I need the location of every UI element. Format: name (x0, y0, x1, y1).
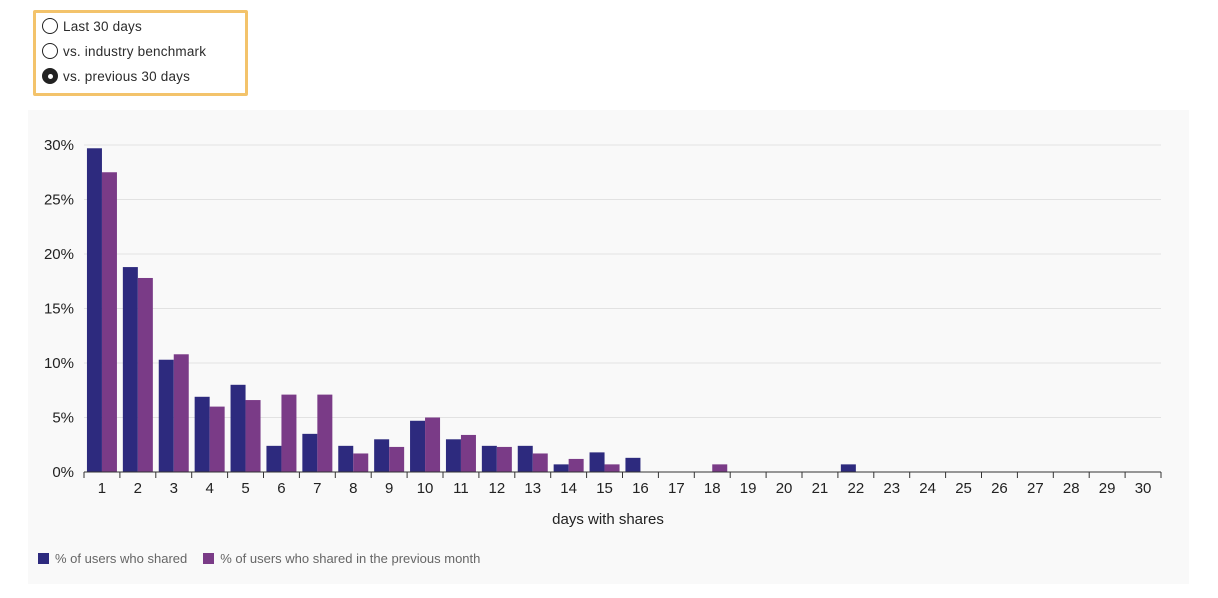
bar-current[interactable] (194, 396, 210, 472)
bar-current[interactable] (625, 457, 641, 472)
x-tick-label: 16 (632, 480, 649, 497)
x-tick-label: 27 (1027, 480, 1044, 497)
bar-previous[interactable] (101, 172, 117, 472)
x-tick-label: 14 (560, 480, 577, 497)
x-tick-label: 15 (596, 480, 613, 497)
bar-previous[interactable] (281, 394, 297, 472)
y-tick-label: 30% (44, 137, 74, 154)
y-tick-label: 10% (44, 355, 74, 372)
bar-current[interactable] (302, 433, 318, 472)
bar-current[interactable] (840, 464, 856, 472)
x-tick-label: 21 (812, 480, 829, 497)
x-tick-label: 20 (776, 480, 793, 497)
x-tick-label: 25 (955, 480, 972, 497)
x-tick-label: 22 (848, 480, 865, 497)
bar-current[interactable] (553, 464, 569, 472)
gridlines (84, 144, 1161, 418)
x-tick-label: 26 (991, 480, 1008, 497)
bar-previous[interactable] (209, 406, 225, 472)
y-tick-label: 20% (44, 246, 74, 263)
bar-current[interactable] (122, 267, 138, 472)
x-tick-label: 9 (385, 480, 393, 497)
x-tick-label: 13 (524, 480, 541, 497)
bar-previous[interactable] (425, 417, 441, 473)
bars (86, 148, 856, 473)
bar-current[interactable] (86, 148, 102, 472)
radio-button-icon[interactable] (42, 18, 58, 34)
legend-item-current[interactable]: % of users who shared (38, 551, 187, 566)
legend-label: % of users who shared (55, 551, 188, 566)
x-tick-label: 7 (313, 480, 321, 497)
x-axis: 1 2 3 4 5 6 7 8 9 10 11 12 13 14 15 16 17 18 19 20 21 22 23 24 2… (83, 471, 1162, 497)
bar-previous[interactable] (245, 400, 261, 472)
x-tick-label: 3 (170, 480, 178, 497)
x-tick-label: 8 (349, 480, 357, 497)
bar-current[interactable] (589, 452, 605, 472)
y-tick-label: 25% (44, 192, 74, 209)
x-axis-title: days with shares (552, 511, 664, 528)
y-axis: 0% 5% 10% 15% 20% 25% 30% (44, 137, 74, 481)
bar-previous[interactable] (173, 354, 189, 472)
legend-swatch (203, 553, 215, 564)
x-tick-label: 28 (1063, 480, 1080, 497)
y-tick-label: 15% (44, 301, 74, 318)
bar-current[interactable] (230, 384, 246, 472)
bar-previous[interactable] (604, 464, 620, 472)
x-tick-label: 23 (883, 480, 900, 497)
bar-previous[interactable] (317, 394, 333, 472)
x-tick-label: 4 (205, 480, 213, 497)
x-tick-label: 2 (134, 480, 142, 497)
bar-current[interactable] (338, 445, 354, 472)
legend-item-previous[interactable]: % of users who shared in the previous mo… (203, 551, 480, 566)
y-tick-label: 0% (52, 464, 74, 481)
x-tick-label: 5 (241, 480, 249, 497)
radio-label: Last 30 days (63, 18, 142, 34)
bar-current[interactable] (374, 439, 390, 472)
x-tick-label: 11 (453, 480, 469, 497)
x-tick-label: 30 (1135, 480, 1152, 497)
radio-industry-benchmark[interactable]: vs. industry benchmark (42, 43, 206, 59)
x-tick-label: 10 (417, 480, 434, 497)
x-tick-label: 29 (1099, 480, 1116, 497)
legend-label: % of users who shared in the previous mo… (220, 551, 481, 566)
bar-current[interactable] (445, 439, 461, 472)
radio-last-30-days[interactable]: Last 30 days (42, 18, 142, 34)
bar-previous[interactable] (137, 277, 153, 472)
bar-previous[interactable] (532, 453, 548, 472)
radio-button-icon[interactable] (42, 43, 58, 59)
chart-panel (28, 110, 1189, 584)
x-tick-label: 18 (704, 480, 721, 497)
bar-current[interactable] (158, 359, 174, 472)
bar-current[interactable] (266, 445, 282, 472)
y-tick-label: 5% (52, 410, 74, 427)
x-tick-label: 17 (668, 480, 685, 497)
bar-previous[interactable] (389, 446, 405, 472)
x-tick-label: 6 (277, 480, 285, 497)
radio-previous-30-days[interactable]: vs. previous 30 days (42, 68, 190, 84)
radio-button-selected-icon[interactable] (42, 68, 58, 84)
bar-previous[interactable] (460, 434, 476, 472)
radio-label: vs. industry benchmark (63, 43, 207, 59)
bar-current[interactable] (517, 445, 533, 472)
bar-previous[interactable] (353, 453, 369, 472)
radio-label: vs. previous 30 days (63, 68, 191, 84)
x-tick-label: 12 (489, 480, 506, 497)
bar-previous[interactable] (496, 446, 512, 472)
bar-previous[interactable] (712, 464, 728, 472)
x-tick-label: 24 (919, 480, 936, 497)
bar-previous[interactable] (568, 458, 584, 472)
x-tick-label: 1 (98, 480, 106, 497)
x-tick-label: 19 (740, 480, 757, 497)
comparison-selector: Last 30 days vs. industry benchmark vs. … (33, 10, 248, 96)
bar-current[interactable] (410, 420, 426, 472)
legend: % of users who shared % of users who sha… (38, 551, 496, 566)
legend-swatch (38, 553, 49, 564)
bar-current[interactable] (481, 445, 497, 472)
